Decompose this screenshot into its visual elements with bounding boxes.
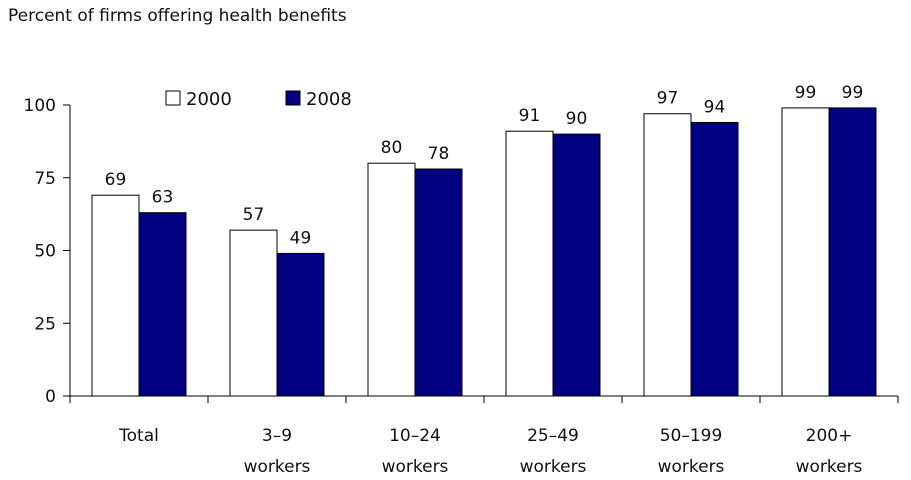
data-label: 99: [795, 83, 817, 103]
bar-2008-4: [690, 121, 739, 397]
bar-2008-2: [414, 168, 463, 397]
legend-label-2008: 2008: [306, 89, 352, 110]
chart-title: Percent of firms offering health benefit…: [8, 6, 347, 26]
data-label: 90: [566, 109, 588, 129]
data-label: 94: [704, 97, 726, 117]
x-tick-label: workers: [796, 457, 863, 477]
x-axis-labels: Total 3–9 workers 10–24 workers 25–49 workers 5…: [118, 426, 862, 477]
axes: 0 25 50 75 100: [24, 96, 899, 407]
legend-swatch-2000: [165, 90, 181, 106]
bar-2000-4: [643, 113, 692, 397]
legend: 2000 2008: [165, 89, 352, 110]
x-tick-label: 25–49: [527, 426, 579, 446]
x-tick-label: workers: [658, 457, 725, 477]
data-label: 78: [428, 144, 450, 164]
y-tick-label: 100: [24, 96, 56, 116]
data-label: 63: [152, 188, 174, 208]
x-tick-label: workers: [520, 457, 587, 477]
bar-2008-5: [828, 107, 877, 397]
y-tick-label: 0: [45, 387, 56, 407]
bar-2000-2: [367, 162, 416, 397]
x-tick-label: 50–199: [660, 426, 723, 446]
y-tick-label: 75: [34, 169, 56, 189]
data-label: 91: [519, 106, 541, 126]
bar-2000-5: [781, 107, 830, 397]
data-label: 49: [290, 228, 312, 248]
bar-2000-0: [91, 194, 140, 397]
x-tick-label: 10–24: [389, 426, 441, 446]
bar-2000-1: [229, 229, 278, 397]
data-label: 97: [657, 89, 679, 109]
bar-2008-3: [552, 133, 601, 397]
bar-2008-1: [276, 252, 325, 397]
x-tick-label: workers: [244, 457, 311, 477]
legend-swatch-2008: [285, 90, 301, 106]
x-tick-label: 200+: [806, 426, 853, 446]
data-label: 57: [243, 205, 265, 225]
x-tick-label: workers: [382, 457, 449, 477]
y-tick-label: 50: [34, 242, 56, 262]
bars: [91, 107, 877, 397]
data-label: 80: [381, 138, 403, 158]
y-tick-label: 25: [34, 314, 56, 334]
x-tick-label: 3–9: [262, 426, 292, 446]
data-label: 69: [105, 170, 127, 190]
data-labels: 69 63 57 49 80 78 91 90 97 94 99 99: [105, 83, 864, 249]
x-tick-label: Total: [118, 426, 159, 446]
data-label: 99: [842, 83, 864, 103]
bar-2000-3: [505, 130, 554, 397]
legend-label-2000: 2000: [186, 89, 232, 110]
bar-2008-0: [138, 212, 187, 397]
